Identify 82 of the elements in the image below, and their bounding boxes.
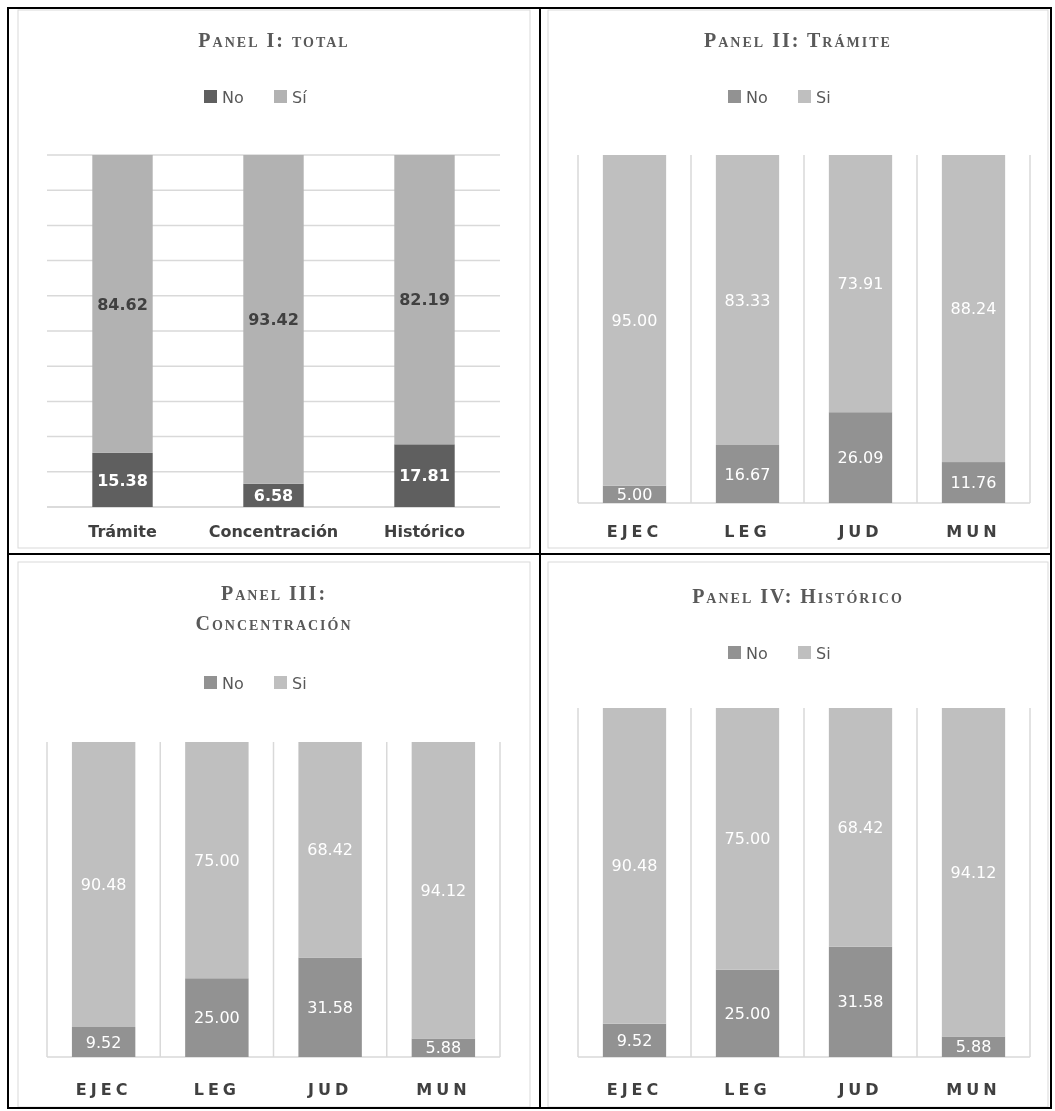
bar [828, 708, 893, 947]
data-label: 75.00 [193, 850, 240, 870]
bar [243, 155, 304, 484]
chart-title: Panel III: Concentración [195, 582, 353, 634]
x-tick-label: Trámite [88, 522, 157, 541]
bar [602, 708, 667, 1024]
x-tick-label: JUD [837, 522, 883, 541]
bar [715, 969, 780, 1057]
bar [185, 742, 249, 979]
data-label: 9.52 [85, 1032, 122, 1052]
x-tick-label: EJEC [75, 1080, 132, 1099]
data-label: 9.52 [616, 1030, 653, 1050]
bar [92, 155, 153, 453]
data-label: 68.42 [307, 840, 354, 860]
bar [394, 444, 455, 507]
x-tick-label: JUD [307, 1080, 353, 1099]
legend-label: Si [292, 674, 307, 693]
bar [298, 742, 362, 958]
data-label: 15.38 [97, 470, 148, 490]
bar [941, 155, 1006, 463]
legend-label: Si [816, 88, 831, 107]
data-label: 25.00 [193, 1008, 240, 1028]
bar [715, 708, 780, 970]
data-label: 75.00 [724, 829, 771, 849]
bar [394, 155, 455, 445]
bar [828, 155, 893, 413]
data-label: 25.00 [724, 1003, 771, 1023]
legend-label: No [222, 88, 244, 107]
data-label: 84.62 [97, 294, 148, 314]
data-label: 94.12 [420, 880, 467, 900]
x-tick-label: MUN [946, 522, 1001, 541]
data-label: 6.58 [253, 486, 294, 506]
data-label: 16.67 [724, 464, 771, 484]
x-tick-label: MUN [416, 1080, 471, 1099]
data-label: 5.88 [425, 1038, 462, 1058]
bar [828, 946, 893, 1057]
bar [602, 155, 667, 486]
bar [411, 742, 476, 1039]
legend-label: Si [816, 644, 831, 663]
data-label: 5.88 [955, 1037, 992, 1057]
bar [715, 444, 780, 503]
data-label: 31.58 [307, 997, 354, 1017]
data-label: 82.19 [399, 290, 450, 310]
data-label: 88.24 [950, 299, 997, 319]
data-label: 73.91 [837, 274, 884, 294]
legend-label: No [222, 674, 244, 693]
bar [941, 462, 1006, 503]
data-label: 93.42 [248, 310, 299, 330]
x-tick-label: LEG [724, 1080, 771, 1099]
bar [715, 155, 780, 445]
data-label: 5.00 [616, 484, 653, 504]
bar [185, 978, 249, 1057]
chart-title: Panel II: Trámite [704, 29, 892, 51]
data-label: 68.42 [837, 817, 884, 837]
bar [71, 742, 136, 1028]
data-label: 90.48 [611, 856, 658, 876]
x-tick-label: EJEC [606, 1080, 663, 1099]
chart-title: Panel IV: Histórico [692, 585, 904, 607]
legend-label: No [746, 88, 768, 107]
legend-label: Sí [292, 88, 308, 107]
data-label: 94.12 [950, 862, 997, 882]
data-label: 31.58 [837, 992, 884, 1012]
bar [828, 412, 893, 503]
data-label: 11.76 [950, 473, 997, 493]
bar [92, 452, 153, 507]
x-tick-label: EJEC [606, 522, 663, 541]
x-tick-label: Histórico [384, 522, 465, 541]
bar [298, 957, 362, 1057]
data-label: 83.33 [724, 290, 771, 310]
data-label: 26.09 [837, 448, 884, 468]
legend-label: No [746, 644, 768, 663]
data-label: 95.00 [611, 310, 658, 330]
bar [602, 1023, 667, 1057]
bar [941, 708, 1006, 1037]
x-tick-label: Concentración [208, 522, 339, 541]
data-label: 90.48 [80, 875, 127, 895]
x-tick-label: LEG [724, 522, 771, 541]
chart-title: Panel I: total [198, 29, 350, 51]
x-tick-label: LEG [193, 1080, 241, 1099]
data-label: 17.81 [399, 466, 450, 486]
x-tick-label: MUN [946, 1080, 1001, 1099]
x-tick-label: JUD [837, 1080, 883, 1099]
